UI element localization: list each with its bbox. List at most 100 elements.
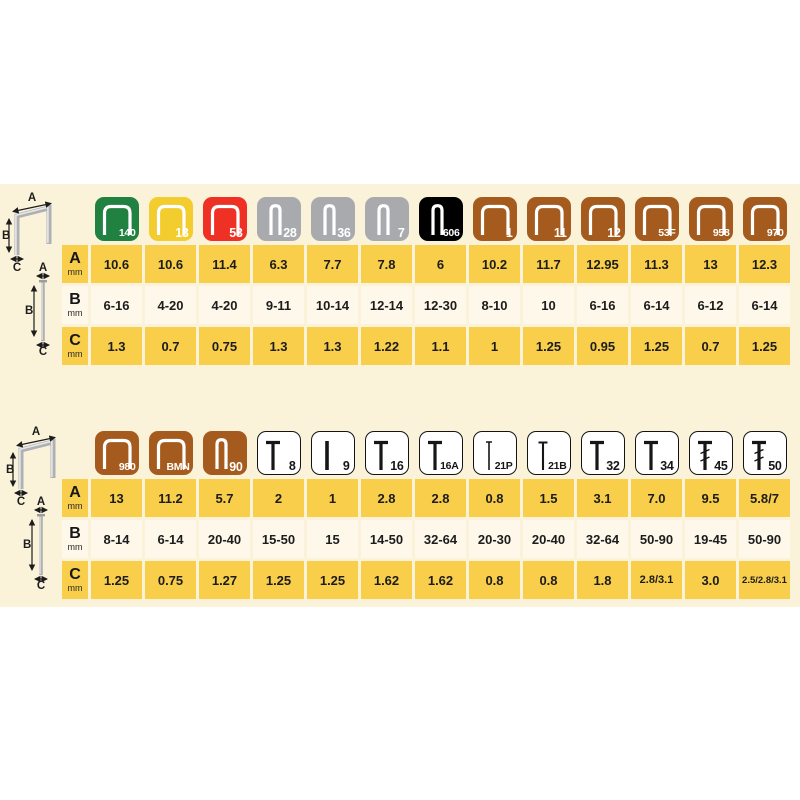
- diagram-label-c: C: [13, 262, 21, 272]
- diagram-label-b: B: [23, 539, 31, 551]
- nail-icon: [589, 440, 604, 470]
- value-cell: 2: [253, 479, 304, 517]
- nail-hatched-icon: [697, 440, 712, 470]
- value-cell: 5.7: [199, 479, 250, 517]
- value-cell: 1.3: [307, 327, 358, 365]
- type-tile-label: 34: [660, 458, 674, 473]
- value-cell: 12.3: [739, 245, 790, 283]
- diagram-label-b: B: [6, 464, 14, 476]
- staple-dimension-diagram: A B C: [6, 426, 56, 506]
- type-tile-label: 32: [606, 458, 620, 473]
- value-cell: 0.8: [523, 561, 574, 599]
- pin-dimension-diagram: A B C: [25, 262, 50, 356]
- value-cell: 1.3: [91, 327, 142, 365]
- staple-wide-icon: [210, 204, 240, 235]
- value-cell: 1.5: [523, 479, 574, 517]
- type-column-header: 980: [91, 430, 142, 476]
- type-tile-21P: 21P: [472, 431, 517, 475]
- value-cell: 0.75: [145, 561, 196, 599]
- row-header-letter: A: [69, 250, 81, 267]
- type-tile-label: 7: [397, 225, 405, 240]
- value-cell: 6-14: [145, 520, 196, 558]
- value-cell: 4-20: [199, 286, 250, 324]
- value-cell: 9-11: [253, 286, 304, 324]
- staple-wide-icon: [102, 204, 132, 235]
- type-tile-label: 50: [768, 458, 782, 473]
- type-tile-label: 140: [118, 226, 136, 239]
- type-tile-label: 53: [229, 225, 243, 240]
- type-column-header: 8: [253, 430, 304, 476]
- type-tile-13: 13: [148, 197, 193, 241]
- value-cell: 10: [523, 286, 574, 324]
- type-column-header: 7: [361, 196, 412, 242]
- value-cell: 13: [685, 245, 736, 283]
- type-tile-label: 21P: [494, 459, 513, 472]
- staple-wide-icon: [102, 438, 132, 469]
- type-column-header: 16A: [415, 430, 466, 476]
- value-cell: 1.3: [253, 327, 304, 365]
- value-cell: 32-64: [415, 520, 466, 558]
- value-cell: 5.8/7: [739, 479, 790, 517]
- value-cell: 20-30: [469, 520, 520, 558]
- type-column-header: BMN: [145, 430, 196, 476]
- value-cell: 0.95: [577, 327, 628, 365]
- nail-icon: [643, 440, 658, 470]
- type-column-header: 50: [739, 430, 790, 476]
- type-tile-11: 11: [526, 197, 571, 241]
- value-cell: 50-90: [631, 520, 682, 558]
- staple-narrow-icon: [376, 204, 390, 235]
- diagram-label-a: A: [39, 262, 47, 274]
- type-tile-606: 606: [418, 197, 463, 241]
- type-tile-label: 980: [118, 460, 136, 473]
- type-tile-34: 34: [634, 431, 679, 475]
- type-tile-label: 90: [229, 459, 243, 474]
- type-tile-label: 12: [607, 225, 621, 240]
- type-tile-label: 8: [288, 458, 296, 473]
- value-cell: 11.4: [199, 245, 250, 283]
- value-cell: 6-14: [739, 286, 790, 324]
- staple-wide-icon: [642, 204, 672, 235]
- value-cell: 1.25: [307, 561, 358, 599]
- type-column-header: 34: [631, 430, 682, 476]
- value-cell: 1.22: [361, 327, 412, 365]
- value-cell: 8-10: [469, 286, 520, 324]
- type-tile-16: 16: [364, 431, 409, 475]
- value-cell: 12-14: [361, 286, 412, 324]
- value-cell: 1.62: [415, 561, 466, 599]
- type-tile-980: 980: [94, 431, 139, 475]
- type-column-header: 958: [685, 196, 736, 242]
- value-cell: 7.7: [307, 245, 358, 283]
- value-cell: 12-30: [415, 286, 466, 324]
- type-column-header: 53F: [631, 196, 682, 242]
- type-tile-label: 9: [342, 458, 350, 473]
- value-cell: 1.62: [361, 561, 412, 599]
- type-tile-53F: 53F: [634, 197, 679, 241]
- value-cell: 2.8: [415, 479, 466, 517]
- row-header-unit: mm: [67, 267, 83, 277]
- type-tile-28: 28: [256, 197, 301, 241]
- row-header-letter: C: [69, 332, 81, 349]
- type-tile-7: 7: [364, 197, 409, 241]
- value-cell: 4-20: [145, 286, 196, 324]
- type-column-header: 606: [415, 196, 466, 242]
- type-tile-16A: 16A: [418, 431, 463, 475]
- value-cell: 1.8: [577, 561, 628, 599]
- row-header-letter: C: [69, 566, 81, 583]
- type-tile-label: 36: [337, 225, 351, 240]
- value-cell: 0.8: [469, 479, 520, 517]
- diagram-label-b: B: [25, 305, 33, 317]
- type-tile-958: 958: [688, 197, 733, 241]
- type-column-header: 36: [307, 196, 358, 242]
- value-cell: 7.8: [361, 245, 412, 283]
- row-header-unit: mm: [67, 542, 83, 552]
- diagram-label-b: B: [2, 230, 10, 242]
- type-tile-label: BMN: [166, 460, 190, 473]
- type-tile-21B: 21B: [526, 431, 571, 475]
- type-tile-45: 45: [688, 431, 733, 475]
- type-tile-label: 53F: [658, 226, 676, 239]
- value-cell: 2.8: [361, 479, 412, 517]
- staple-wide-icon: [588, 204, 618, 235]
- row-header-unit: mm: [67, 501, 83, 511]
